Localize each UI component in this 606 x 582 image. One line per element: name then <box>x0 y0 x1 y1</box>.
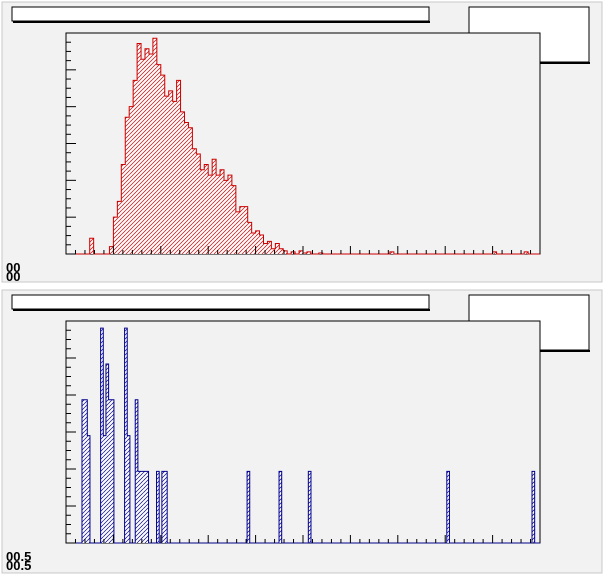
histogram-bin-top-24 <box>160 75 165 254</box>
histogram-bin-top-29 <box>180 111 185 254</box>
histogram-bin-bottom-68 <box>247 471 250 543</box>
histogram-bin-top-32 <box>192 148 197 254</box>
histogram-bin-bottom-15 <box>105 363 109 543</box>
histogram-bin-bottom-26 <box>135 399 138 543</box>
histogram-bin-bottom-22 <box>124 328 128 543</box>
histogram-bin-top-49 <box>259 235 264 254</box>
histogram-bin-top-44 <box>239 206 244 254</box>
histogram-bin-top-51 <box>267 241 272 254</box>
pad-bottom-plot-frame <box>65 320 541 544</box>
histogram-bin-top-53 <box>275 243 280 254</box>
histogram-bin-top-15 <box>125 117 130 254</box>
histogram-bin-top-36 <box>208 175 213 254</box>
histogram-bin-top-25 <box>164 96 169 255</box>
pad-bottom[interactable]: 00.5 00.5 <box>1 289 603 574</box>
histogram-bin-top-12 <box>113 217 118 254</box>
pad-bottom-y-axis-label: 00.5 <box>6 549 31 564</box>
histogram-outline-top <box>66 37 540 255</box>
histogram-bin-top-37 <box>212 159 217 254</box>
histogram-bin-bottom-8 <box>87 435 90 543</box>
histogram-bin-top-40 <box>224 180 228 254</box>
pad-top-y-axis-label: 00 <box>6 260 20 275</box>
histogram-bin-bottom-23 <box>127 435 130 543</box>
histogram-bin-top-13 <box>117 201 122 254</box>
histogram-bin-top-30 <box>184 122 189 254</box>
histogram-bin-bottom-27 <box>137 471 141 543</box>
histogram-bin-top-52 <box>271 248 276 254</box>
histogram-bin-top-43 <box>235 211 240 254</box>
pad-top-y-axis-label-2: 00 <box>6 269 20 284</box>
histogram-bin-top-50 <box>263 243 268 254</box>
histogram-bin-bottom-7 <box>84 399 88 543</box>
histogram-bin-top-47 <box>251 232 256 254</box>
histogram-bin-top-11 <box>109 246 114 254</box>
pad-top-plot-frame <box>65 32 541 255</box>
histogram-bin-top-41 <box>227 175 232 254</box>
histogram-outline-bottom <box>66 327 540 544</box>
histogram-bin-top-17 <box>133 80 138 254</box>
histogram-bin-bottom-30 <box>145 471 149 543</box>
histogram-bin-top-21 <box>148 54 153 254</box>
histogram-bin-top-27 <box>172 101 177 255</box>
histogram-bin-bottom-34 <box>156 471 160 543</box>
histogram-bin-top-45 <box>243 206 248 254</box>
histogram-bin-top-31 <box>188 127 193 254</box>
pad-bottom-title-box <box>11 294 430 310</box>
pad-bottom-y-axis-label-2: 00.5 <box>6 558 31 573</box>
histogram-bin-top-82 <box>389 251 394 254</box>
histogram-bin-top-18 <box>137 43 142 255</box>
histogram-bin-top-22 <box>152 38 157 255</box>
histogram-bin-top-33 <box>196 154 201 254</box>
pad-top-title-box <box>11 6 430 22</box>
histogram-bin-top-116 <box>524 251 529 254</box>
histogram-bin-bottom-28 <box>140 471 144 543</box>
histogram-bin-top-20 <box>145 48 149 255</box>
histogram-bin-top-6 <box>89 238 94 254</box>
histogram-bin-top-61 <box>306 251 311 254</box>
histogram-bin-bottom-6 <box>81 399 85 543</box>
histogram-bin-top-55 <box>283 250 288 254</box>
histogram-bin-bottom-16 <box>108 399 112 543</box>
histogram-bin-top-16 <box>129 106 134 255</box>
histogram-bin-top-42 <box>231 185 236 254</box>
histogram-bin-bottom-13 <box>100 328 104 543</box>
histogram-bin-top-28 <box>176 80 181 254</box>
histogram-bin-top-14 <box>121 164 126 254</box>
histogram-bin-top-48 <box>255 230 260 254</box>
histogram-bin-top-34 <box>200 169 205 254</box>
histogram-bin-top-35 <box>204 164 209 254</box>
histogram-bin-top-39 <box>220 169 224 254</box>
histogram-bin-bottom-36 <box>161 471 165 543</box>
histogram-bin-top-23 <box>156 64 161 254</box>
histogram-bin-bottom-80 <box>279 471 282 543</box>
histogram-bin-top-46 <box>247 222 252 254</box>
histogram-bin-top-26 <box>168 90 173 254</box>
histogram-bin-top-59 <box>299 250 303 254</box>
histogram-bin-top-60 <box>303 252 307 254</box>
histogram-bin-bottom-17 <box>111 399 114 543</box>
histogram-bin-bottom-37 <box>164 471 168 543</box>
histogram-bin-top-64 <box>318 252 323 254</box>
histogram-bin-bottom-175 <box>532 471 535 543</box>
histogram-bin-top-108 <box>492 251 497 254</box>
histogram-bin-bottom-91 <box>308 471 311 543</box>
histogram-bin-bottom-29 <box>143 471 146 543</box>
histogram-bin-bottom-143 <box>446 471 450 543</box>
pad-top[interactable]: 00 00 <box>1 1 603 284</box>
histogram-bin-bottom-14 <box>103 435 106 543</box>
histogram-bin-top-19 <box>141 59 145 254</box>
histogram-bin-top-54 <box>279 248 284 254</box>
histogram-bin-top-38 <box>216 175 221 254</box>
